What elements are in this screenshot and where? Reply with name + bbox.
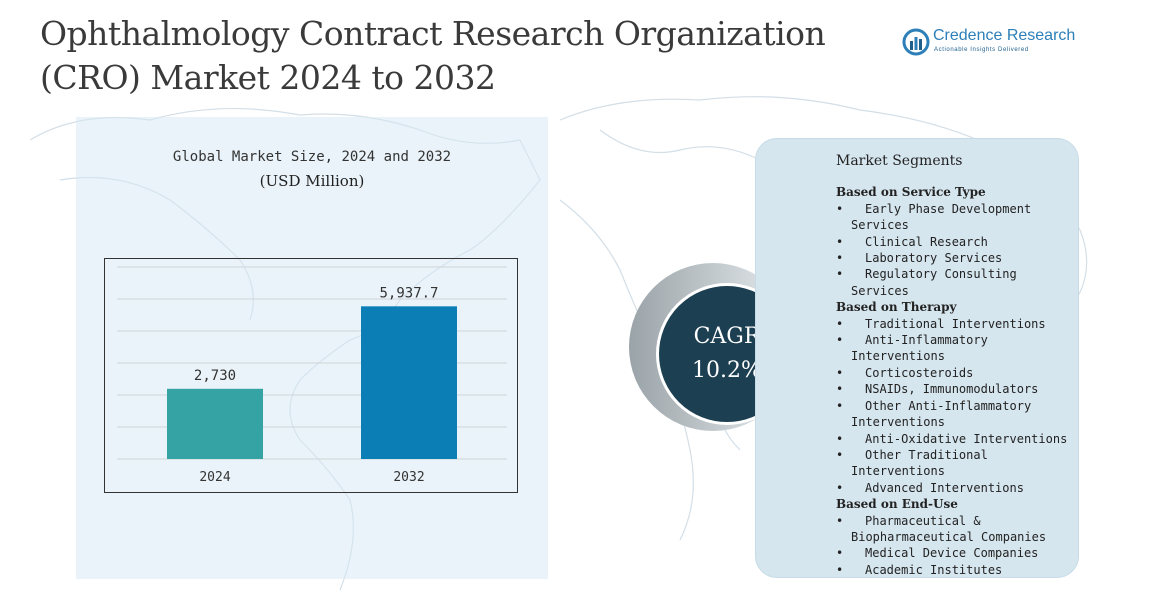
segment-item: • Advanced Interventions: [836, 480, 1081, 496]
segment-group-title: Based on Therapy: [836, 300, 957, 315]
bullet-icon: •: [836, 480, 844, 495]
segment-item-label: Advanced Interventions: [865, 480, 1024, 495]
bar-2032[interactable]: [361, 306, 457, 459]
bullet-icon: •: [836, 251, 844, 266]
segment-item: • Laboratory Services: [836, 250, 1081, 266]
data-label: 5,937.7: [379, 285, 438, 301]
segment-item-label: Traditional Interventions: [865, 316, 1046, 331]
segment-item: • Other Anti-Inflammatory Interventions: [836, 398, 1081, 431]
bullet-icon: •: [836, 267, 844, 282]
bullet-icon: •: [836, 513, 844, 528]
segment-item: • Medical Device Companies: [836, 545, 1081, 561]
bullet-icon: •: [836, 447, 844, 462]
segment-item-label: Clinical Research: [865, 234, 988, 249]
title-line-2: (CRO) Market 2024 to 2032: [40, 58, 496, 97]
logo-tagline: Actionable Insights Delivered: [934, 47, 1029, 53]
segment-item: • Clinical Research: [836, 234, 1081, 250]
segment-item: • Academic Institutes: [836, 562, 1081, 578]
segment-item-label: Academic Institutes: [865, 562, 1003, 577]
segment-item-label: Other Anti-Inflammatory Interventions: [851, 398, 1032, 430]
segment-item-label: Corticosteroids: [865, 365, 974, 380]
segment-item: • Anti-Inflammatory Interventions: [836, 332, 1081, 365]
segment-item-label: Early Phase Development Services: [851, 201, 1032, 233]
bullet-icon: •: [836, 365, 844, 380]
bullet-icon: •: [836, 234, 844, 249]
segment-item: • Traditional Interventions: [836, 316, 1081, 332]
chart-title: Global Market Size, 2024 and 2032: [172, 149, 452, 165]
chart-panel: Global Market Size, 2024 and 2032 (USD M…: [76, 117, 548, 579]
bullet-icon: •: [836, 431, 844, 446]
page-title: Ophthalmology Contract Research Organiza…: [40, 12, 880, 100]
segment-item: • Regulatory Consulting Services: [836, 266, 1081, 299]
bullet-icon: •: [836, 546, 844, 561]
segment-item-label: Pharmaceutical & Biopharmaceutical Compa…: [851, 513, 1047, 544]
segment-item: • Other Traditional Interventions: [836, 447, 1081, 480]
segment-item: • Corticosteroids: [836, 365, 1081, 381]
title-line-1: Ophthalmology Contract Research Organiza…: [40, 14, 826, 53]
data-label: 2,730: [194, 368, 236, 384]
credence-logo-icon: [902, 28, 930, 56]
bullet-icon: •: [836, 316, 844, 331]
segment-item-label: NSAIDs, Immunomodulators: [865, 382, 1039, 397]
segment-item-label: Medical Device Companies: [865, 546, 1039, 561]
x-tick-label: 2024: [199, 470, 230, 485]
bullet-icon: •: [836, 201, 844, 216]
segment-item: • Early Phase Development Services: [836, 201, 1081, 234]
bullet-icon: •: [836, 333, 844, 348]
segment-item-label: Anti-Oxidative Interventions: [865, 431, 1068, 446]
market-segments-panel: Market Segments Based on Service Type • Ea…: [755, 138, 1079, 578]
bar-chart: 2,730 2024 5,937.7 2032: [117, 266, 507, 485]
segment-group-title: Based on End-Use: [836, 497, 958, 512]
bullet-icon: •: [836, 562, 844, 577]
segment-group-title: Based on Service Type: [836, 185, 986, 200]
plot-area: 2,730 2024 5,937.7 2032: [104, 258, 518, 493]
credence-logo[interactable]: Credence Research Actionable Insights De…: [902, 26, 1092, 60]
segment-item-label: Laboratory Services: [865, 251, 1003, 266]
segments-list: Market Segments Based on Service Type • Ea…: [836, 153, 1081, 578]
chart-unit: (USD Million): [259, 172, 365, 190]
segment-item-label: Other Traditional Interventions: [851, 447, 988, 479]
logo-name: Credence Research: [933, 27, 1076, 44]
segment-item-label: Regulatory Consulting Services: [851, 267, 1017, 298]
x-tick-label: 2032: [393, 470, 424, 485]
bullet-icon: •: [836, 382, 844, 397]
segment-item: • NSAIDs, Immunomodulators: [836, 381, 1081, 397]
bullet-icon: •: [836, 398, 844, 413]
cagr-label: CAGR: [693, 324, 761, 349]
segment-item: • Anti-Oxidative Interventions: [836, 431, 1081, 447]
segment-item-label: Anti-Inflammatory Interventions: [851, 333, 988, 364]
bar-2024[interactable]: [167, 388, 263, 459]
segment-item: • Pharmaceutical & Biopharmaceutical Comp…: [836, 513, 1081, 546]
segments-heading: Market Segments: [836, 153, 963, 169]
cagr-value: 10.2%: [692, 358, 762, 383]
